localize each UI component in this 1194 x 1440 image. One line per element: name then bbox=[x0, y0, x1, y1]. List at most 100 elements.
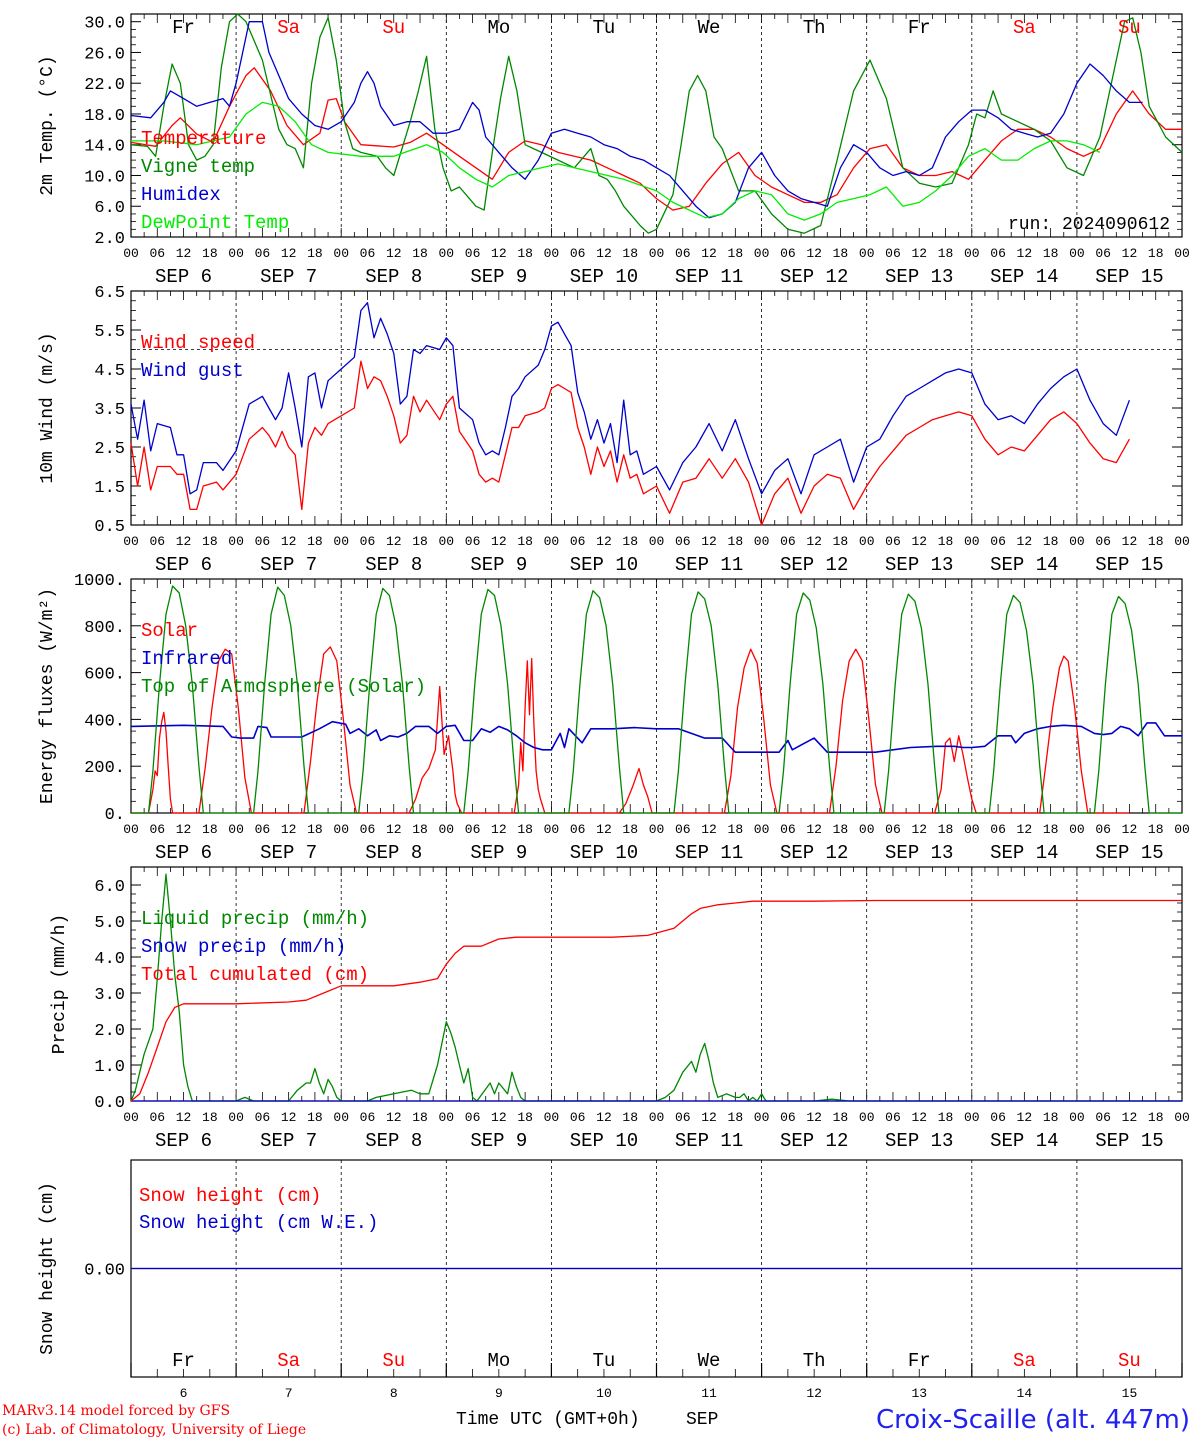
legend-entry: Snow height (cm) bbox=[139, 1185, 321, 1207]
weekday-label: Fr bbox=[908, 1350, 931, 1372]
hour-label: 06 bbox=[675, 246, 691, 261]
panel-5: 0.00 Snow height (cm) Snow height (cm) Snow… bbox=[38, 1159, 1183, 1401]
legend-entry: Temperature bbox=[141, 128, 266, 150]
y-tick-label: 800. bbox=[84, 619, 125, 638]
weekday-label: We bbox=[698, 1350, 721, 1372]
hour-label: 18 bbox=[728, 534, 744, 549]
hour-label: 12 bbox=[911, 1110, 927, 1125]
hour-label: 00 bbox=[438, 246, 454, 261]
date-label: SEP 7 bbox=[260, 266, 317, 288]
hour-label: 12 bbox=[596, 822, 612, 837]
hour-label: 12 bbox=[176, 246, 192, 261]
legend-entry: Snow precip (mm/h) bbox=[141, 936, 346, 958]
hour-label: 00 bbox=[1174, 246, 1190, 261]
hour-label: 00 bbox=[964, 1110, 980, 1125]
date-label: SEP 15 bbox=[1095, 1130, 1163, 1152]
hour-label: 06 bbox=[990, 1110, 1006, 1125]
hour-label: 18 bbox=[833, 534, 849, 549]
hour-label: 18 bbox=[1148, 1110, 1164, 1125]
hour-label: 00 bbox=[859, 822, 875, 837]
hour-label: 12 bbox=[596, 246, 612, 261]
hour-label: 00 bbox=[964, 534, 980, 549]
hour-label: 06 bbox=[570, 534, 586, 549]
hour-label: 00 bbox=[649, 822, 665, 837]
hour-label: 12 bbox=[701, 1110, 717, 1125]
date-label: SEP 8 bbox=[365, 554, 422, 576]
hour-label: 18 bbox=[833, 822, 849, 837]
y-tick-label: 30.0 bbox=[84, 15, 125, 34]
hour-label: 00 bbox=[754, 534, 770, 549]
date-label: SEP 7 bbox=[260, 842, 317, 864]
legend-entry: Total cumulated (cm) bbox=[141, 964, 369, 986]
plot-frame bbox=[130, 13, 1183, 238]
hour-label: 06 bbox=[465, 822, 481, 837]
weekday-label: Sa bbox=[1013, 17, 1036, 39]
y-axis-title: 2m Temp. (°C) bbox=[38, 55, 58, 195]
date-label: SEP 11 bbox=[675, 266, 743, 288]
y-tick-label: 1000. bbox=[74, 572, 125, 591]
hour-label: 18 bbox=[833, 1110, 849, 1125]
y-tick-label: 2.5 bbox=[94, 440, 125, 459]
y-tick-label: 18.0 bbox=[84, 107, 125, 126]
hour-label: 12 bbox=[1122, 822, 1138, 837]
date-label: SEP 8 bbox=[365, 842, 422, 864]
weekday-label: Su bbox=[382, 1350, 405, 1372]
hour-label: 06 bbox=[360, 822, 376, 837]
hour-label: 12 bbox=[701, 246, 717, 261]
weekday-label: Tu bbox=[593, 1350, 616, 1372]
footer: MARv3.14 model forced by GFS (c) Lab. of… bbox=[2, 1403, 1190, 1438]
hour-label: 06 bbox=[1095, 822, 1111, 837]
date-label: SEP 14 bbox=[990, 554, 1058, 576]
weekday-label: Mo bbox=[487, 17, 510, 39]
hour-label: 06 bbox=[360, 1110, 376, 1125]
hour-label: 00 bbox=[228, 1110, 244, 1125]
y-tick-label: 2.0 bbox=[94, 230, 125, 249]
hour-label: 06 bbox=[360, 246, 376, 261]
hour-label: 00 bbox=[1174, 822, 1190, 837]
legend-entry: Infrared bbox=[141, 648, 232, 670]
date-label: SEP 15 bbox=[1095, 266, 1163, 288]
hour-label: 00 bbox=[544, 1110, 560, 1125]
y-tick-label: 0. bbox=[105, 806, 125, 825]
legend-entry: Top of Atmosphere (Solar) bbox=[141, 676, 426, 698]
y-tick-label: 200. bbox=[84, 759, 125, 778]
hour-label: 18 bbox=[412, 246, 428, 261]
legend-entry: DewPoint Temp bbox=[141, 212, 289, 234]
date-label: SEP 9 bbox=[470, 842, 527, 864]
hour-label: 12 bbox=[386, 534, 402, 549]
y-tick-label: 14.0 bbox=[84, 138, 125, 157]
hour-label: 12 bbox=[491, 246, 507, 261]
panel-2: 0.5 1.5 2.5 3.5 4.5 5.5 6.5 10m Wind (m/s) Wind … bbox=[38, 284, 1190, 576]
hour-label: 18 bbox=[622, 1110, 638, 1125]
panel-3: 0. 200. 400. 600. 800. 1000. Energy fluxes (W/… bbox=[38, 572, 1190, 864]
hour-label: 06 bbox=[465, 534, 481, 549]
hour-label: 18 bbox=[1148, 534, 1164, 549]
date-label: SEP 12 bbox=[780, 554, 848, 576]
y-tick-label: 6.0 bbox=[94, 878, 125, 897]
weekday-label: Fr bbox=[172, 1350, 195, 1372]
hour-label: 12 bbox=[1017, 1110, 1033, 1125]
y-tick-label: 1.5 bbox=[94, 479, 125, 498]
hour-label: 00 bbox=[544, 246, 560, 261]
hour-label: 18 bbox=[728, 246, 744, 261]
date-label: SEP 6 bbox=[155, 1130, 212, 1152]
weekday-label: Su bbox=[1118, 1350, 1141, 1372]
hour-label: 18 bbox=[202, 822, 218, 837]
hour-label: 06 bbox=[885, 1110, 901, 1125]
run-annotation: run: 2024090612 bbox=[1008, 215, 1170, 235]
hour-label: 18 bbox=[307, 822, 323, 837]
date-label: SEP 6 bbox=[155, 266, 212, 288]
hour-label: 06 bbox=[465, 1110, 481, 1125]
hour-label: 12 bbox=[911, 822, 927, 837]
hour-label: 12 bbox=[386, 1110, 402, 1125]
hour-label: 18 bbox=[517, 534, 533, 549]
hour-label: 00 bbox=[438, 534, 454, 549]
legend-entry: Wind gust bbox=[141, 360, 244, 382]
hour-label: 18 bbox=[1148, 246, 1164, 261]
hour-label: 00 bbox=[228, 246, 244, 261]
hour-label: 00 bbox=[1069, 534, 1085, 549]
day-number: 12 bbox=[806, 1386, 822, 1401]
hour-label: 06 bbox=[255, 534, 271, 549]
y-tick-label: 22.0 bbox=[84, 76, 125, 95]
date-label: SEP 10 bbox=[570, 554, 638, 576]
